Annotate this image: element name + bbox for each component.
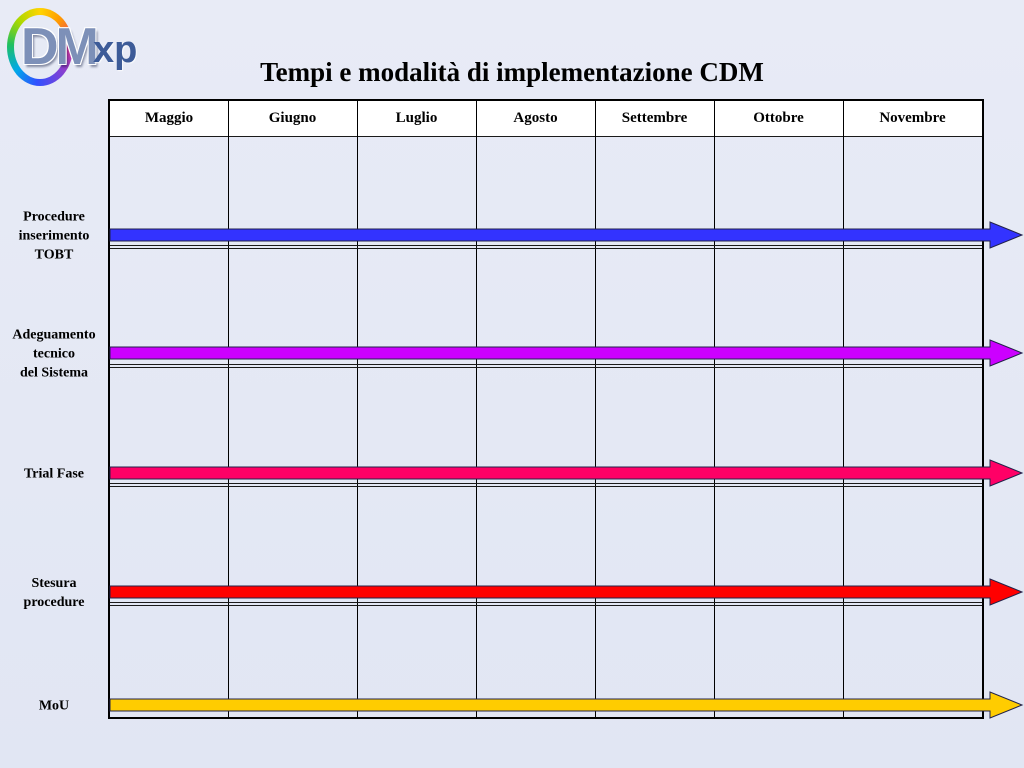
column-divider [595,101,596,717]
logo-xp-text: xp [93,29,138,71]
slide-title: Tempi e modalità di implementazione CDM [260,57,764,87]
row-divider [110,245,982,246]
row-divider [110,605,982,606]
month-header-ottobre: Ottobre [714,101,843,136]
task-label-procedure-inserimento-tobt: Procedure inserimento TOBT [18,209,90,263]
task-arrow-stesura-procedure [109,578,1024,606]
row-divider [110,364,982,365]
month-header-maggio: Maggio [110,101,228,136]
header-divider [110,136,982,137]
task-arrow-adeguamento-tecnico-del-sistema [109,339,1024,367]
column-divider [714,101,715,717]
month-header-agosto: Agosto [476,101,595,136]
column-divider [476,101,477,717]
row-divider [110,483,982,484]
timeline-table: Maggio Giugno Luglio Agosto Settembre Ottobre… [108,99,984,719]
month-header-giugno: Giugno [228,101,357,136]
month-header-novembre: Novembre [843,101,982,136]
row-divider [110,367,982,368]
task-label-trial-fase: Trial Fase [23,466,84,482]
task-arrow-mou [109,691,1024,719]
column-divider [843,101,844,717]
logo-ring-center [14,15,66,79]
logo-dm-text: DM [21,18,99,76]
column-divider [357,101,358,717]
logo-ring-icon [7,8,73,86]
task-labels: Procedure inserimento TOBT Adeguamento te… [0,0,110,768]
row-divider [110,602,982,603]
row-divider [110,486,982,487]
dmxp-logo: DM xp [0,0,150,95]
task-label-stesura-procedure: Stesura procedure [23,576,85,610]
task-arrow-procedure-inserimento-tobt [109,221,1024,249]
month-header-settembre: Settembre [595,101,714,136]
row-divider [110,248,982,249]
column-divider [228,101,229,717]
task-label-mou: MoU [38,698,70,714]
month-header-luglio: Luglio [357,101,476,136]
task-arrow-trial-fase [109,459,1024,487]
task-label-adeguamento-tecnico-del-sistema: Adeguamento tecnico del Sistema [12,327,96,381]
